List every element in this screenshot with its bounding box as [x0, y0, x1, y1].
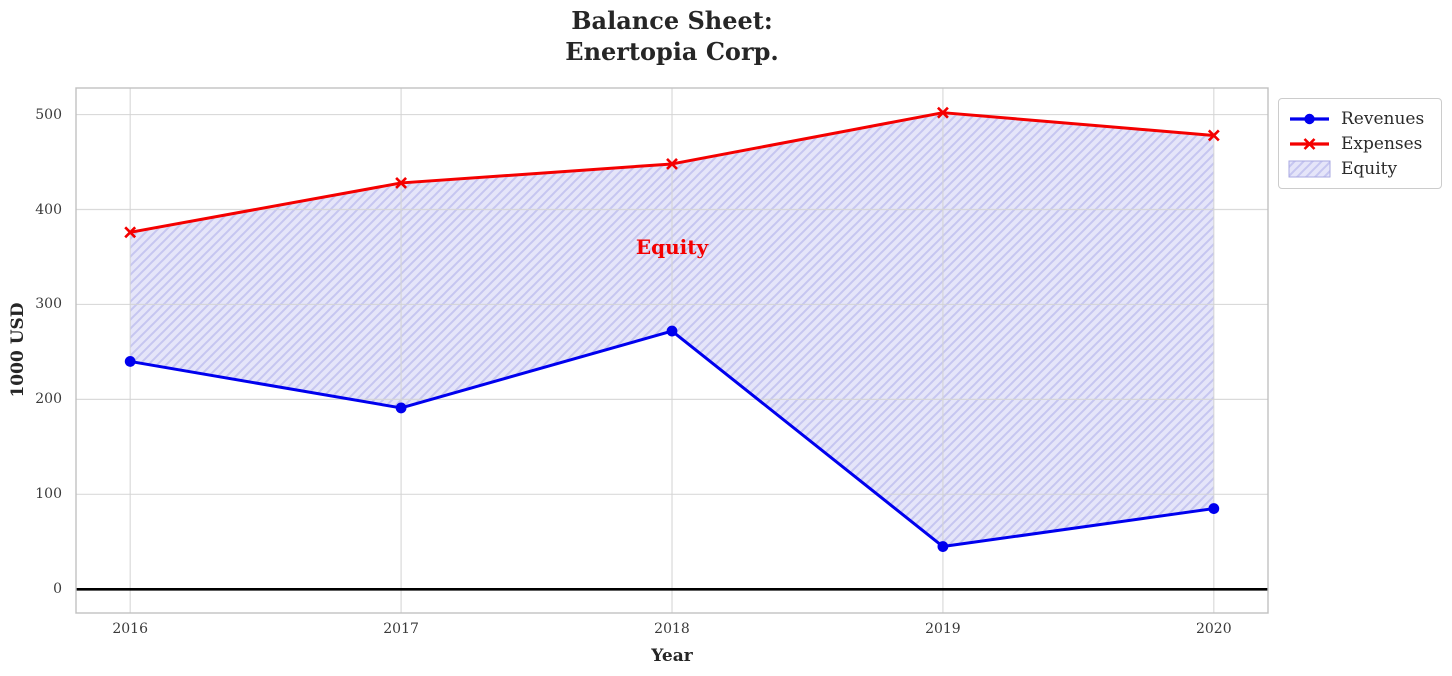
y-tick-label: 100 [35, 486, 62, 503]
legend-item-equity: Equity [1288, 156, 1430, 181]
x-tick-label: 2020 [1195, 621, 1232, 637]
marker-circle [395, 402, 407, 414]
legend-label: Expenses [1341, 133, 1423, 154]
marker-x [124, 226, 137, 239]
x-tick-label: 2016 [112, 621, 148, 637]
legend-swatch-revenues [1290, 113, 1329, 124]
y-tick-label: 0 [53, 581, 62, 598]
legend: Revenues Expenses Equity [1278, 98, 1442, 189]
marker-circle [666, 325, 678, 337]
legend-item-expenses: Expenses [1288, 131, 1430, 156]
chart-title: Balance Sheet: Enertopia Corp. [565, 5, 778, 67]
equity-annotation: Equity [635, 235, 709, 260]
marker-circle [124, 356, 136, 367]
marker-circle [1208, 503, 1220, 514]
x-tick-label: 2019 [925, 621, 961, 637]
y-tick-label: 200 [35, 391, 62, 408]
chart-title-line-2: Enertopia Corp. [565, 37, 779, 66]
legend-label: Equity [1341, 158, 1398, 179]
marker-x [666, 158, 678, 170]
marker-x [1207, 129, 1220, 142]
y-tick-label: 500 [35, 106, 62, 123]
y-tick-label: 300 [35, 296, 62, 313]
y-tick-label: 400 [35, 201, 62, 218]
marker-x [395, 177, 408, 189]
legend-swatch-equity [1288, 160, 1331, 177]
x-tick-label: 2018 [654, 621, 690, 637]
x-tick-label: 2017 [383, 621, 419, 637]
x-axis-label: Year [651, 646, 693, 666]
axes-spines [75, 87, 1269, 614]
y-axis-label: 1000 USD [8, 302, 28, 398]
marker-circle [937, 541, 949, 552]
marker-x [936, 106, 949, 119]
chart-title-line-1: Balance Sheet: [571, 6, 773, 35]
legend-label: Revenues [1341, 108, 1425, 129]
legend-swatch-expenses [1290, 137, 1329, 150]
legend-item-revenues: Revenues [1288, 106, 1430, 131]
